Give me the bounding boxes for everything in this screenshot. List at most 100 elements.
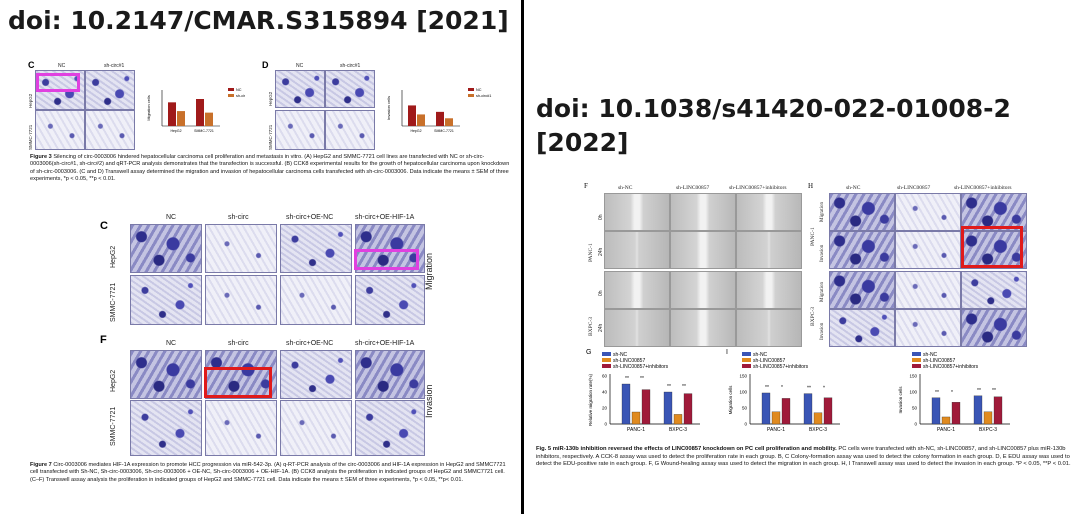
fig3-c-image-4 [85, 110, 135, 150]
panel-g-legend-swatch-2 [602, 364, 611, 368]
fig3-d-ylabel: Invasion cells [386, 96, 391, 120]
transwell-image-2 [895, 193, 961, 231]
fig7-caption: Figure 7 Circ-0003006 mediates HIF-1A ex… [30, 462, 510, 484]
wound-image-9 [736, 271, 802, 309]
fig3-d-bar-0-0 [408, 105, 416, 126]
wound-image-11 [670, 309, 736, 347]
wound-image-3 [736, 193, 802, 231]
fig3-caption-bold: Figure 3 [30, 154, 52, 160]
fig3-c-row-hepg2: HepG2 [28, 93, 33, 108]
panel-i-group-label-0: PANC-1 [767, 427, 785, 433]
panel-j-group-label-0: PANC-1 [937, 427, 955, 433]
wound-image-6 [736, 231, 802, 269]
fig7-c-side-label: Migration [424, 252, 434, 290]
fig3-c-ylabel: Migration cells [146, 95, 151, 121]
fig7-c-image-8 [355, 275, 425, 325]
fig3-d-bar-0-1 [417, 114, 425, 126]
center-divider [521, 0, 524, 514]
panel-h-assay-1b: Invasion [820, 244, 825, 262]
fig3-c-image-3 [35, 110, 85, 150]
panel-j-bar-0-0 [931, 397, 941, 425]
fig7-c-image-4 [355, 224, 425, 273]
fig3-c-col-sh: sh-circ#1 [104, 63, 125, 69]
fig7-f-col-4: sh-circ+OE-HIF-1A [355, 340, 415, 347]
fig7-c-col-3: sh-circ+OE-NC [286, 214, 334, 221]
panel-j-bar-1-2 [993, 396, 1003, 425]
fig7-f-image-8 [355, 400, 425, 456]
transwell-image-7 [829, 271, 895, 309]
panel-i-bar-0-1 [771, 411, 781, 425]
fig7-f-col-3: sh-circ+OE-NC [286, 340, 334, 347]
fig3-c-legend-swatch-1 [228, 94, 234, 97]
fig3-d-legend-label-1: sh-circ#1 [476, 94, 491, 98]
fig3-c-row-smmc: SMMC-7721 [28, 124, 33, 150]
panel-g-sig-1-b: ** [682, 384, 686, 390]
fig3-c-image-2 [85, 70, 135, 110]
panel-j-tick-1: 50 [912, 406, 918, 411]
panel-j-tick-0: 0 [914, 422, 917, 427]
panel-h-assay-2b: Invasion [820, 322, 825, 340]
panel-j-bar-chart: sh-NCsh-LINC00857sh-LINC00857+inhibitors… [898, 352, 1010, 433]
wound-image-4 [604, 231, 670, 269]
panel-g-legend-swatch-1 [602, 358, 611, 362]
fig3-caption-text: Silencing of circ-0003006 hindered hepat… [30, 154, 510, 183]
panel-f-group-2: BXPC-3 [588, 317, 594, 336]
panel-g-sig-1-a: ** [667, 384, 671, 390]
panel-i-tick-3: 150 [739, 374, 747, 379]
panel-i-tick-0: 0 [744, 422, 747, 427]
panel-i-legend-label-0: sh-NC [753, 352, 768, 358]
fig3-panel-d-letter: D [262, 60, 269, 70]
fig5-caption-text: PC cells were transfected with sh-NC, sh… [536, 446, 1071, 468]
panel-f-col-1: sh-NC [618, 185, 633, 191]
wound-image-7 [604, 271, 670, 309]
fig7-f-image-5 [130, 400, 202, 456]
fig3-d-legend-label-0: NC [476, 88, 482, 92]
transwell-image-11 [895, 309, 961, 347]
fig7-f-side-label: Invasion [424, 384, 434, 418]
fig7-c-image-6 [205, 275, 277, 325]
transwell-image-6 [961, 231, 1027, 269]
fig3-c-group-1: SMMC-7721 [194, 129, 214, 133]
panel-i-letter: I [726, 349, 728, 356]
panel-i-bar-0-0 [761, 392, 771, 425]
fig3-c-bar-chart: Migration cells HepG2 SMMC-7721 NC sh-circ#1 [146, 88, 245, 133]
panel-f-col-3: sh-LINC00857+inhibitors [729, 185, 787, 191]
panel-i-bar-chart: sh-NCsh-LINC00857sh-LINC00857+inhibitors… [726, 349, 840, 433]
wound-image-10 [604, 309, 670, 347]
panel-g-bar-0-2 [641, 389, 651, 425]
panel-j-legend-swatch-0 [912, 352, 921, 356]
right-paper-panel: doi: 10.1038/s41420-022-01008-2 [2022] F… [524, 0, 1080, 514]
panel-i-sig-1-b: * [823, 386, 825, 392]
panel-j-tick-2: 100 [909, 390, 917, 395]
fig7-f-image-7 [280, 400, 352, 456]
left-doi-title: doi: 10.2147/CMAR.S315894 [2021] [8, 6, 509, 35]
panel-j-ylabel: Invasion cells [898, 386, 903, 414]
panel-i-sig-0-a: ** [765, 385, 769, 391]
fig7-c-image-3 [280, 224, 352, 273]
fig7-c-col-2: sh-circ [228, 214, 249, 221]
panel-g-sig-0-a: ** [625, 376, 629, 382]
panel-f-col-2: sh-LINC00857 [676, 185, 710, 191]
panel-g-letter: G [586, 349, 591, 356]
fig7-c-col-1: NC [166, 214, 177, 221]
fig7-panel-f-letter: F [100, 334, 107, 346]
panel-i-bar-1-1 [813, 412, 823, 425]
transwell-image-1 [829, 193, 895, 231]
fig7-c-row-hepg2: HepG2 [110, 245, 117, 268]
fig3-c-legend-label-1: sh-circ#1 [236, 94, 245, 98]
panel-j-sig-1-b: ** [992, 388, 996, 394]
fig3-d-col-nc: NC [296, 63, 304, 69]
panel-i-group-label-1: BXPC-3 [809, 427, 827, 433]
fig3-c-bar-1-1 [205, 112, 213, 126]
panel-h-group-1: PANC-1 [810, 227, 816, 246]
panel-i-legend-label-1: sh-LINC00857 [753, 358, 785, 364]
left-paper-panel: doi: 10.2147/CMAR.S315894 [2021] C NC sh… [0, 0, 521, 514]
panel-i-tick-1: 50 [742, 406, 748, 411]
wound-image-5 [670, 231, 736, 269]
fig3-d-group-0: HepG2 [410, 129, 421, 133]
fig3-d-bar-1-0 [436, 111, 444, 126]
fig7-c-image-7 [280, 275, 352, 325]
transwell-image-3 [961, 193, 1027, 231]
panel-i-ylabel: Migration cells [728, 385, 733, 415]
fig3-d-image-1 [275, 70, 325, 108]
